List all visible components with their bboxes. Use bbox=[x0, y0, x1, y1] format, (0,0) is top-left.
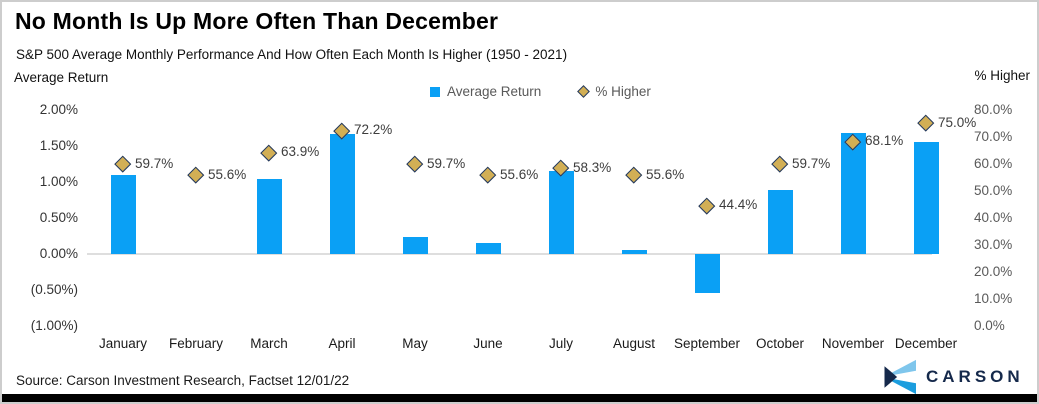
value-label-april: 72.2% bbox=[354, 122, 393, 138]
value-label-january: 59.7% bbox=[135, 155, 174, 171]
bar-march bbox=[256, 179, 282, 254]
x-axis-label-august: August bbox=[612, 336, 656, 351]
chart-subtitle: S&P 500 Average Monthly Performance And … bbox=[16, 47, 568, 62]
value-label-november: 68.1% bbox=[865, 133, 904, 149]
bar-november bbox=[840, 133, 866, 254]
y-axis-right-tick: 30.0% bbox=[974, 237, 1013, 252]
y-axis-right-tick: 40.0% bbox=[974, 210, 1013, 225]
y-axis-left-tick: 2.00% bbox=[39, 102, 78, 117]
x-axis-label-may: May bbox=[402, 336, 428, 351]
y-axis-left-tick: 1.50% bbox=[39, 138, 78, 153]
y-axis-right-tick: 70.0% bbox=[974, 129, 1013, 144]
bar-july bbox=[548, 171, 574, 254]
bar-june bbox=[475, 243, 501, 254]
value-label-july: 58.3% bbox=[573, 159, 612, 175]
marker-march bbox=[260, 144, 277, 161]
value-label-may: 59.7% bbox=[427, 155, 466, 171]
bar-august bbox=[621, 249, 647, 254]
bottom-accent-bar bbox=[2, 394, 1037, 402]
left-axis-title: Average Return bbox=[14, 70, 109, 85]
value-label-august: 55.6% bbox=[646, 166, 685, 182]
zero-gridline bbox=[87, 253, 932, 255]
bar-december bbox=[913, 141, 939, 254]
x-axis-label-december: December bbox=[894, 336, 958, 351]
y-axis-right-tick: 50.0% bbox=[974, 183, 1013, 198]
y-axis-left-tick: 1.00% bbox=[39, 174, 78, 189]
bar-april bbox=[329, 133, 355, 254]
chart-legend: Average Return % Higher bbox=[430, 84, 651, 99]
value-label-february: 55.6% bbox=[208, 166, 247, 182]
bar-september bbox=[694, 254, 720, 293]
x-axis-label-february: February bbox=[168, 336, 224, 351]
value-label-june: 55.6% bbox=[500, 166, 539, 182]
y-axis-right-tick: 10.0% bbox=[974, 291, 1013, 306]
value-label-september: 44.4% bbox=[719, 197, 758, 213]
x-axis-label-june: June bbox=[473, 336, 503, 351]
y-axis-left-tick: (1.00%) bbox=[30, 318, 78, 333]
marker-may bbox=[406, 155, 423, 173]
x-axis-label-january: January bbox=[98, 336, 148, 351]
marker-august bbox=[625, 166, 642, 184]
source-text: Source: Carson Investment Research, Fact… bbox=[16, 373, 350, 388]
y-axis-right-tick: 20.0% bbox=[974, 264, 1013, 279]
marker-december bbox=[917, 114, 934, 131]
marker-january bbox=[114, 155, 131, 173]
right-axis-title: % Higher bbox=[974, 68, 1030, 83]
bar-series-swatch-icon bbox=[430, 86, 440, 97]
value-label-december: 75.0% bbox=[938, 114, 977, 130]
value-label-march: 63.9% bbox=[281, 144, 320, 160]
bar-october bbox=[767, 189, 793, 254]
y-axis-left-tick: 0.50% bbox=[39, 210, 78, 225]
y-axis-left-tick: 0.00% bbox=[39, 246, 78, 261]
x-axis-label-october: October bbox=[755, 336, 805, 351]
carson-logo-mark-icon bbox=[884, 359, 916, 395]
y-axis-right-tick: 80.0% bbox=[974, 102, 1013, 117]
x-axis-label-november: November bbox=[821, 336, 885, 351]
legend-label: % Higher bbox=[595, 84, 651, 99]
y-axis-right-tick: 60.0% bbox=[974, 156, 1013, 171]
marker-september bbox=[698, 197, 715, 214]
y-axis-left-tick: (0.50%) bbox=[30, 282, 78, 297]
value-label-october: 59.7% bbox=[792, 155, 831, 171]
y-axis-right-tick: 0.0% bbox=[974, 318, 1005, 333]
legend-item-average-return: Average Return bbox=[430, 84, 541, 99]
legend-item-pct-higher: % Higher bbox=[577, 84, 651, 99]
bar-january bbox=[110, 174, 136, 254]
x-axis-label-september: September bbox=[673, 336, 741, 351]
marker-february bbox=[187, 166, 204, 184]
carson-logo: CARSON bbox=[880, 359, 1024, 395]
bar-may bbox=[402, 236, 428, 254]
carson-wordmark: CARSON bbox=[926, 367, 1024, 386]
marker-october bbox=[771, 155, 788, 173]
x-axis-label-march: March bbox=[250, 336, 288, 351]
legend-label: Average Return bbox=[447, 84, 542, 99]
marker-june bbox=[479, 166, 496, 184]
page-title: No Month Is Up More Often Than December bbox=[15, 8, 499, 34]
x-axis-label-april: April bbox=[328, 336, 356, 351]
x-axis-label-july: July bbox=[548, 336, 573, 351]
